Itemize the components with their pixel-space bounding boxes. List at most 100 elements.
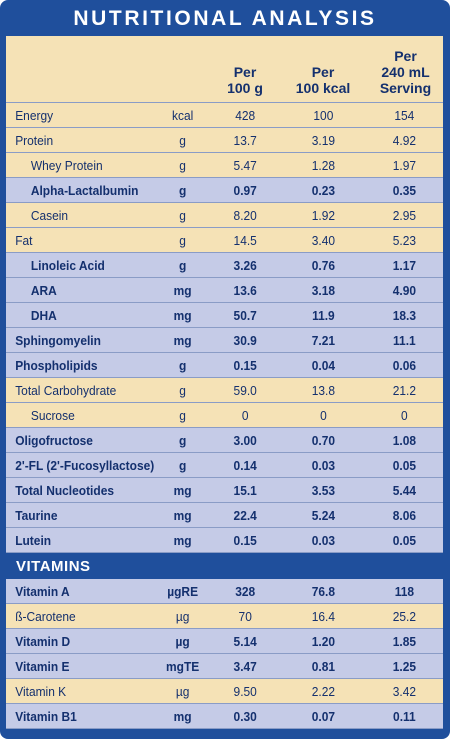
table-row: Linoleic Acid g 3.26 0.76 1.17 [6,253,443,278]
value-per-100kcal: 1.28 [311,158,336,173]
table-row: ß-Carotene µg 70 16.4 25.2 [6,604,443,629]
vitamin-rows: Vitamin A µgRE 328 76.8 118 ß-Carotene µg 70 16.… [6,579,443,729]
nutrient-unit: g [178,458,187,473]
value-per-100g: 3.26 [233,258,257,273]
value-per-100kcal: 0.03 [311,533,336,548]
nutrient-unit: g [179,133,186,148]
value-per-100kcal: 7.21 [311,333,336,348]
nutrient-unit: g [179,233,186,248]
table-row: Sphingomyelin mg 30.9 7.21 11.1 [6,328,443,353]
nutrient-name: Vitamin E [15,659,70,674]
value-per-100g: 5.47 [233,158,257,173]
nutrient-name: Vitamin B1 [15,709,77,724]
value-per-100kcal: 0 [320,408,327,423]
value-per-100kcal: 0.23 [311,183,336,198]
value-per-serving: 8.06 [392,508,417,523]
nutrient-unit: g [179,208,186,223]
table-row: Vitamin B1 mg 0.30 0.07 0.11 [6,704,443,729]
table-row: Sucrose g 0 0 0 [6,403,443,428]
value-per-serving: 1.25 [392,659,417,674]
value-per-100g: 0.30 [233,709,257,724]
value-per-100kcal: 1.92 [311,208,336,223]
value-per-100g: 15.1 [233,483,257,498]
value-per-serving: 5.44 [392,483,417,498]
value-per-100kcal: 76.8 [311,584,336,599]
nutrient-name: DHA [30,308,57,323]
header-per-100kcal: Per 100 kcal [295,64,351,96]
nutrient-unit: mg [173,533,192,548]
table-row: Total Nucleotides mg 15.1 3.53 5.44 [6,478,443,503]
table-row: Total Carbohydrate g 59.0 13.8 21.2 [6,378,443,403]
table-row: Vitamin D µg 5.14 1.20 1.85 [6,629,443,654]
value-per-100kcal: 3.53 [311,483,336,498]
nutrient-unit: g [178,433,187,448]
value-per-100kcal: 13.8 [311,383,336,398]
column-header-row: Per 100 g Per 100 kcal Per 240 mL Servin… [6,36,443,103]
nutrient-unit: mg [173,308,192,323]
value-per-100g: 0.97 [233,183,257,198]
value-per-serving: 118 [394,584,415,599]
table-row: Lutein mg 0.15 0.03 0.05 [6,528,443,553]
table-row: Phospholipids g 0.15 0.04 0.06 [6,353,443,378]
value-per-100kcal: 3.40 [311,233,336,248]
nutrient-name: Linoleic Acid [30,258,105,273]
header-per-serving: Per 240 mL Serving [379,48,432,96]
nutrient-name: Total Carbohydrate [15,383,117,398]
value-per-serving: 0 [401,408,408,423]
nutrient-name: Total Nucleotides [15,483,114,498]
value-per-serving: 0.05 [392,458,417,473]
table-row: Fat g 14.5 3.40 5.23 [6,228,443,253]
nutrient-name: Casein [30,208,69,223]
value-per-100g: 0.15 [233,533,257,548]
value-per-serving: 21.2 [392,383,417,398]
value-per-100g: 0 [241,408,249,423]
nutrient-name: Alpha-Lactalbumin [30,183,139,198]
value-per-serving: 1.17 [392,258,417,273]
table-row: Energy kcal 428 100 154 [6,103,443,128]
value-per-serving: 4.92 [392,133,417,148]
nutrient-unit: µg [175,684,190,699]
nutrient-rows: Energy kcal 428 100 154 Protein g 13.7 3.19 4.92 W… [6,103,443,553]
table-row: Vitamin K µg 9.50 2.22 3.42 [6,679,443,704]
nutrient-unit: mg [173,508,192,523]
table-row: Whey Protein g 5.47 1.28 1.97 [6,153,443,178]
value-per-100g: 59.0 [233,383,257,398]
value-per-100kcal: 0.04 [311,358,336,373]
value-per-100kcal: 3.18 [311,283,336,298]
nutrient-unit: g [178,358,187,373]
nutrient-unit: µg [175,634,190,649]
table-row: ARA mg 13.6 3.18 4.90 [6,278,443,303]
table-row: 2'-FL (2'-Fucosyllactose) g 0.14 0.03 0.05 [6,453,443,478]
nutrient-unit: mg [173,709,192,724]
value-per-100g: 70 [238,609,252,624]
nutrient-name: Taurine [15,508,58,523]
nutrient-name: Lutein [15,533,52,548]
value-per-100kcal: 0.81 [311,659,336,674]
value-per-100kcal: 0.76 [311,258,336,273]
table-row: DHA mg 50.7 11.9 18.3 [6,303,443,328]
table-row: Vitamin E mgTE 3.47 0.81 1.25 [6,654,443,679]
value-per-serving: 1.08 [392,433,417,448]
nutrient-name: Sucrose [30,408,75,423]
nutrient-name: ARA [30,283,57,298]
value-per-100kcal: 16.4 [311,609,336,624]
table-row: Alpha-Lactalbumin g 0.97 0.23 0.35 [6,178,443,203]
vitamins-title: VITAMINS [16,558,91,575]
nutrient-unit: mg [173,333,192,348]
value-per-100kcal: 11.9 [312,308,335,323]
value-per-serving: 0.06 [392,358,417,373]
value-per-serving: 1.85 [392,634,417,649]
value-per-100kcal: 0.70 [311,433,336,448]
value-per-100g: 3.47 [233,659,257,674]
nutrient-unit: µg [175,609,190,624]
nutrient-name: Vitamin A [15,584,70,599]
nutrient-unit: g [179,383,186,398]
value-per-100kcal: 1.20 [311,634,336,649]
table-row: Taurine mg 22.4 5.24 8.06 [6,503,443,528]
value-per-100g: 8.20 [233,208,257,223]
value-per-100g: 13.6 [233,283,257,298]
nutrient-unit: mg [173,483,192,498]
vitamins-section-header: VITAMINS [6,553,443,579]
nutrient-unit: µgRE [167,584,199,599]
value-per-100kcal: 3.19 [311,133,336,148]
